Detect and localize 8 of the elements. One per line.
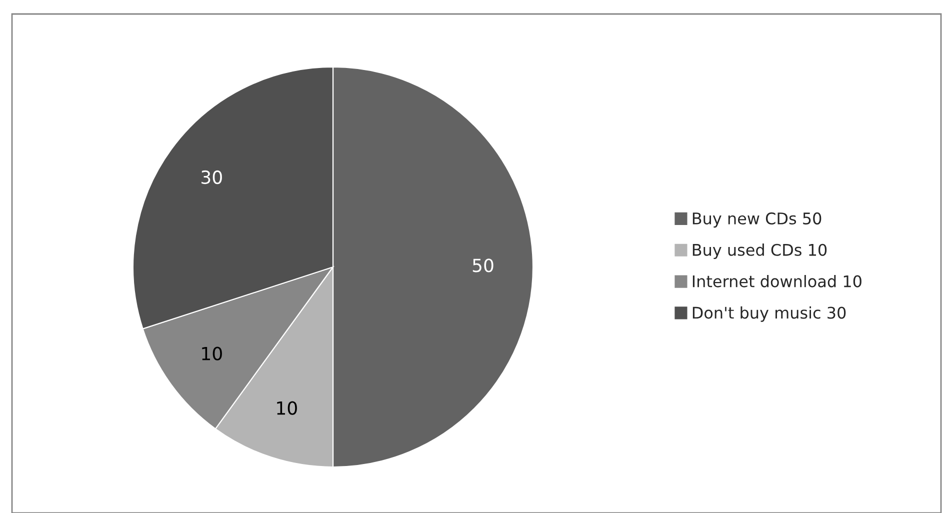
legend-label: Don't buy music 30 <box>692 306 846 322</box>
data-label: 10 <box>202 346 222 360</box>
legend-label: Internet download 10 <box>692 274 862 288</box>
data-label: 30 <box>202 170 222 184</box>
legend-label: Buy new CDs 50 <box>692 212 822 228</box>
legend-label: Buy used CDs 10 <box>692 244 827 260</box>
data-label: 50 <box>472 258 494 272</box>
data-label: 10 <box>277 401 297 415</box>
